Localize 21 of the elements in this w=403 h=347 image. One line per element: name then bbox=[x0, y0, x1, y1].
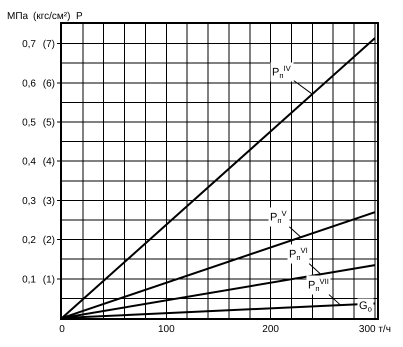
y-tick-label: 0,3 bbox=[22, 196, 36, 207]
x-tick-label: 0 bbox=[59, 324, 66, 335]
y-tick-label: 0,5 bbox=[22, 118, 36, 128]
y2-axis-title: (кгс/см²) P bbox=[33, 11, 84, 22]
x-tick-label: 100 bbox=[158, 324, 176, 335]
y-tick-label: 0,1 bbox=[22, 274, 36, 286]
y2-tick-label: (1) bbox=[42, 274, 55, 286]
y2-tick-label: (7) bbox=[42, 39, 55, 50]
y2-tick-label: (6) bbox=[42, 78, 55, 90]
y-tick-label: 0,2 bbox=[22, 235, 36, 246]
y2-tick-label: (5) bbox=[42, 118, 55, 128]
x-tick-label: 200 bbox=[262, 324, 280, 335]
y-tick-label: 0,6 bbox=[22, 78, 36, 90]
y2-tick-label: (4) bbox=[42, 156, 55, 168]
y-axis-title: МПа bbox=[7, 11, 29, 22]
y2-tick-label: (2) bbox=[42, 235, 55, 246]
y-tick-label: 0,4 bbox=[22, 156, 36, 168]
y2-tick-label: (3) bbox=[42, 196, 55, 207]
x-axis-title: G$_{о}$ bbox=[359, 300, 372, 314]
y-tick-label: 0,7 bbox=[22, 39, 36, 50]
x-tick-label: 300 т/ч bbox=[358, 324, 391, 335]
